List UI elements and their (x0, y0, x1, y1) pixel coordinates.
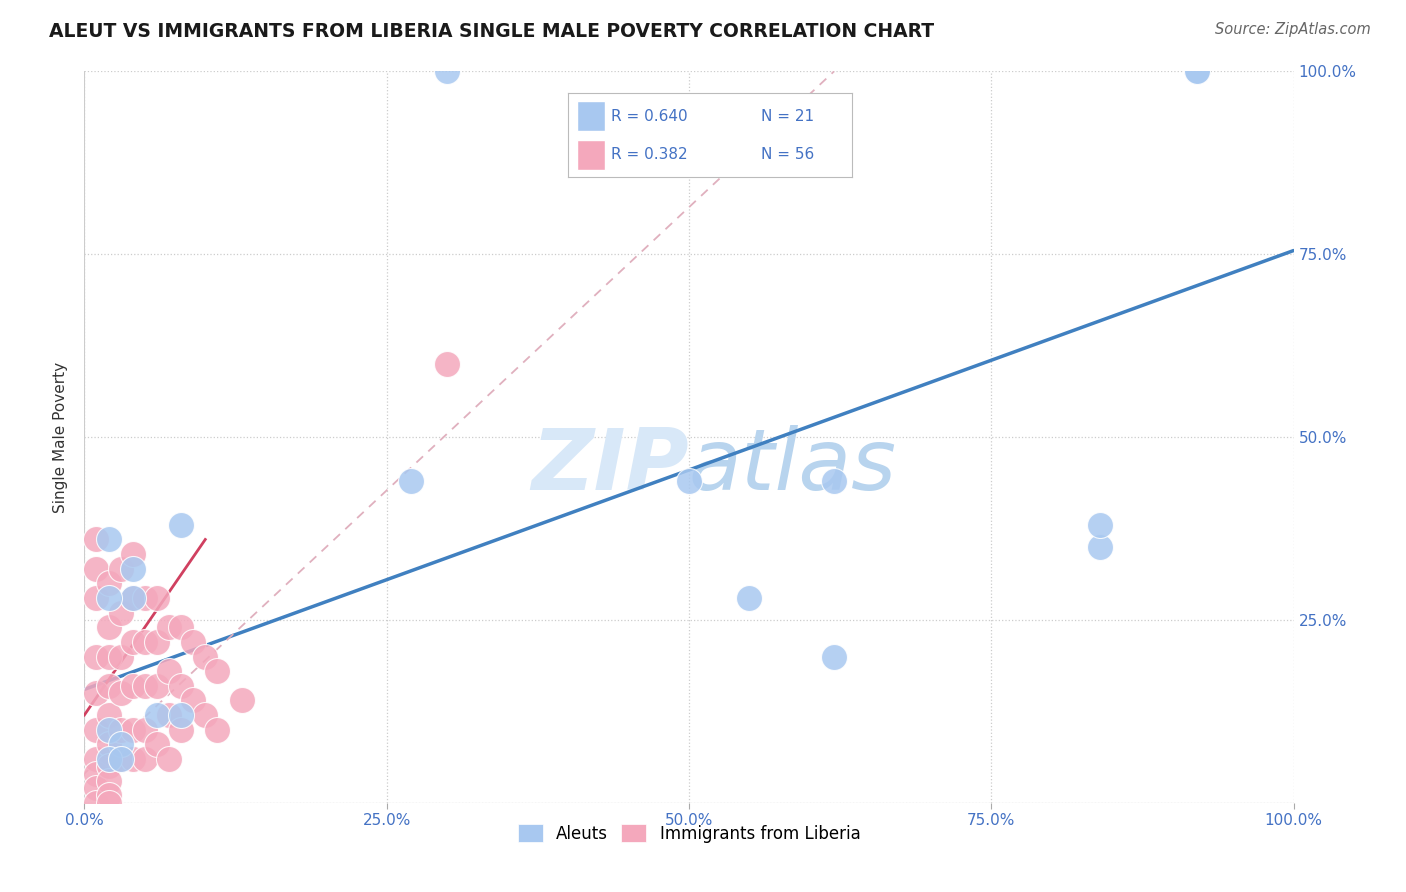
Point (436, 357, 458, 371)
Point (97, 620, 120, 634)
Point (97, 708, 120, 723)
Point (97, 723, 120, 737)
Point (436, 64, 458, 78)
Point (823, 649, 845, 664)
Point (121, 591, 143, 605)
Point (207, 723, 229, 737)
Point (121, 752, 143, 766)
Point (97, 796, 120, 810)
Point (86, 686, 108, 700)
Text: Source: ZipAtlas.com: Source: ZipAtlas.com (1215, 22, 1371, 37)
Point (134, 723, 156, 737)
Point (134, 635, 156, 649)
Point (194, 649, 217, 664)
Y-axis label: Single Male Poverty: Single Male Poverty (53, 361, 69, 513)
Point (97, 576, 120, 591)
Point (194, 708, 217, 723)
Point (97, 591, 120, 605)
Point (110, 686, 132, 700)
Point (121, 591, 143, 605)
Point (97, 789, 120, 803)
Point (146, 679, 169, 693)
Point (157, 752, 180, 766)
Point (1185, 64, 1208, 78)
Point (146, 708, 169, 723)
Point (207, 664, 229, 678)
Point (121, 679, 143, 693)
Point (134, 752, 156, 766)
Legend: Aleuts, Immigrants from Liberia: Aleuts, Immigrants from Liberia (510, 818, 868, 849)
Point (110, 606, 132, 620)
Point (86, 766, 108, 780)
Point (170, 723, 193, 737)
Point (1088, 517, 1111, 532)
Point (170, 620, 193, 634)
Point (110, 723, 132, 737)
Point (86, 649, 108, 664)
Point (181, 693, 204, 707)
Point (738, 591, 761, 605)
Point (170, 679, 193, 693)
Point (86, 591, 108, 605)
Point (134, 591, 156, 605)
Point (86, 752, 108, 766)
Point (97, 533, 120, 547)
Point (110, 752, 132, 766)
Point (86, 723, 108, 737)
Point (170, 517, 193, 532)
Point (157, 620, 180, 634)
Text: ZIP: ZIP (531, 425, 689, 508)
Text: ALEUT VS IMMIGRANTS FROM LIBERIA SINGLE MALE POVERTY CORRELATION CHART: ALEUT VS IMMIGRANTS FROM LIBERIA SINGLE … (49, 22, 935, 41)
Point (146, 591, 169, 605)
Point (86, 796, 108, 810)
Point (231, 693, 253, 707)
Point (121, 547, 143, 561)
Point (110, 562, 132, 576)
Point (110, 737, 132, 751)
Point (157, 708, 180, 723)
Point (86, 533, 108, 547)
Point (97, 737, 120, 751)
Point (86, 781, 108, 796)
Point (97, 649, 120, 664)
Point (1185, 64, 1208, 78)
Point (181, 635, 204, 649)
Point (97, 752, 120, 766)
Point (121, 562, 143, 576)
Point (146, 737, 169, 751)
Point (157, 664, 180, 678)
Point (678, 474, 700, 488)
Point (121, 635, 143, 649)
Point (97, 773, 120, 788)
Point (399, 474, 422, 488)
Point (121, 723, 143, 737)
Point (823, 474, 845, 488)
Point (86, 562, 108, 576)
Point (146, 635, 169, 649)
Text: atlas: atlas (689, 425, 897, 508)
Point (170, 708, 193, 723)
Point (97, 679, 120, 693)
Point (110, 752, 132, 766)
Point (110, 649, 132, 664)
Point (97, 759, 120, 773)
Point (134, 679, 156, 693)
Point (1088, 540, 1111, 554)
